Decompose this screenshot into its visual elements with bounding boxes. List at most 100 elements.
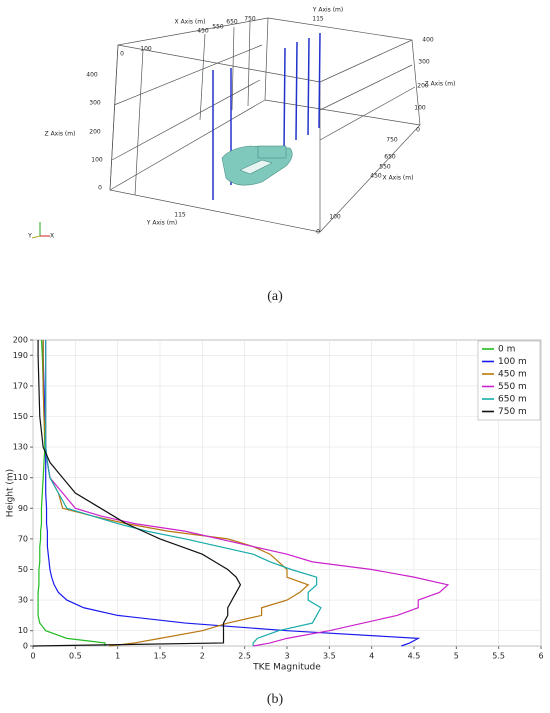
scene-label: 550 (212, 24, 224, 31)
scene-label: Z Axis (m) (45, 131, 76, 138)
box-edge (264, 17, 269, 101)
x-tick-label: 4.5 (408, 652, 421, 661)
series-line (37, 339, 106, 646)
box-edge (109, 44, 119, 191)
x-tick-label: 5 (454, 652, 459, 661)
building (221, 145, 293, 186)
scene-label: 100 (414, 105, 426, 112)
scene-3d (109, 17, 421, 233)
y-tick-label: 10 (18, 626, 28, 635)
line-chart: 0 0.5 1 1.5 2 2.5 3 3.5 4 4.5 5 5.5 6 0 10 30 50 70 90 110 1… (6, 336, 544, 673)
y-tick-label: 70 (18, 534, 28, 543)
x-tick-label: 0.5 (69, 652, 82, 661)
grid-edge (319, 64, 413, 111)
scene-label: 115 (174, 212, 186, 219)
scene-label: X Axis (m) (383, 175, 414, 182)
box-edge (264, 99, 421, 126)
y-tick-label: 200 (13, 336, 28, 345)
probe (283, 47, 286, 151)
x-tick-label: 6 (538, 652, 543, 661)
scene-label: 115 (312, 16, 324, 23)
scene-label: 450 (197, 28, 209, 35)
stand (257, 145, 287, 159)
probe (307, 37, 310, 136)
scene-label: Y Axis (m) (146, 220, 177, 227)
grid-edge (134, 49, 144, 196)
series-line (42, 340, 421, 647)
orientation (31, 222, 50, 239)
scene-label: 300 (89, 100, 101, 107)
scene-label: 100 (91, 157, 103, 164)
grid-edge (319, 86, 416, 141)
x-tick-label: 2 (200, 652, 205, 661)
scene-label: 200 (89, 129, 101, 136)
grid-edge (247, 21, 251, 107)
caption: (a) (267, 289, 283, 304)
y-tick-label: 90 (18, 504, 28, 513)
x-tick-label: 4 (369, 652, 374, 661)
scene-label: 300 (418, 59, 430, 66)
y-tick-label: 0 (23, 642, 28, 651)
legend-label: 750 m (498, 407, 527, 417)
scene-label: 100 (140, 46, 152, 53)
x-tick-label: 1.5 (154, 652, 167, 661)
box-edge (117, 44, 321, 83)
scene-label: Y (27, 233, 32, 240)
y-tick-label: 170 (13, 381, 28, 390)
grid-edge (113, 44, 263, 106)
box-outline (109, 17, 421, 233)
y-tick-label: 130 (13, 443, 28, 452)
legend-box (477, 340, 541, 421)
grid-edge (231, 26, 235, 111)
y-tick-label: 30 (18, 596, 28, 605)
scene-label: 750 (386, 137, 398, 144)
probe-lines (212, 32, 321, 200)
scene-label: 650 (384, 154, 396, 161)
x-axis-label: TKE Magnitude (252, 663, 321, 673)
scene-label: 100 (329, 214, 341, 221)
y-tick-label: 50 (18, 565, 28, 574)
caption: (b) (267, 692, 284, 707)
scene-label: 550 (379, 164, 391, 171)
field (239, 159, 273, 175)
grid-edge (199, 33, 206, 121)
y-tick-label: 150 (13, 412, 28, 421)
x-tick-label: 1 (115, 652, 120, 661)
scene-label: 200 (417, 83, 429, 90)
scene-label: Y Axis (m) (312, 7, 343, 14)
scene-label: 450 (370, 173, 382, 180)
x-tick-label: 3.5 (323, 652, 336, 661)
scene-label: 400 (422, 37, 434, 44)
x-tick-label: 5.5 (492, 652, 505, 661)
y-tick-label: 110 (13, 473, 28, 482)
scene-label: 400 (86, 72, 98, 79)
scene-label: 0 (316, 229, 320, 236)
scene-label: 0 (416, 127, 420, 134)
x-tick-label: 3 (284, 652, 289, 661)
scene-label: X (50, 233, 54, 240)
legend-label: 550 m (498, 382, 527, 392)
probe (318, 32, 321, 129)
scene-label: 650 (226, 19, 238, 26)
probe (295, 41, 298, 141)
x-tick-label: 2.5 (238, 652, 251, 661)
legend-label: 0 m (498, 345, 515, 355)
box-edge (319, 39, 413, 83)
axis-y (31, 235, 41, 239)
series-line (32, 340, 242, 647)
scene-label: 750 (244, 16, 256, 23)
y-axis-label: Height (m) (6, 469, 16, 517)
x-tick-label: 0 (30, 652, 35, 661)
scene-label: X Axis (m) (175, 19, 206, 26)
scene-label: 0 (120, 51, 124, 58)
legend-label: 100 m (498, 357, 527, 367)
scene-label: Z Axis (m) (425, 81, 456, 88)
grid-edge (111, 79, 261, 161)
scene-label: 0 (98, 185, 102, 192)
legend-label: 450 m (498, 370, 527, 380)
legend-label: 650 m (498, 395, 527, 405)
y-tick-label: 190 (13, 351, 28, 360)
